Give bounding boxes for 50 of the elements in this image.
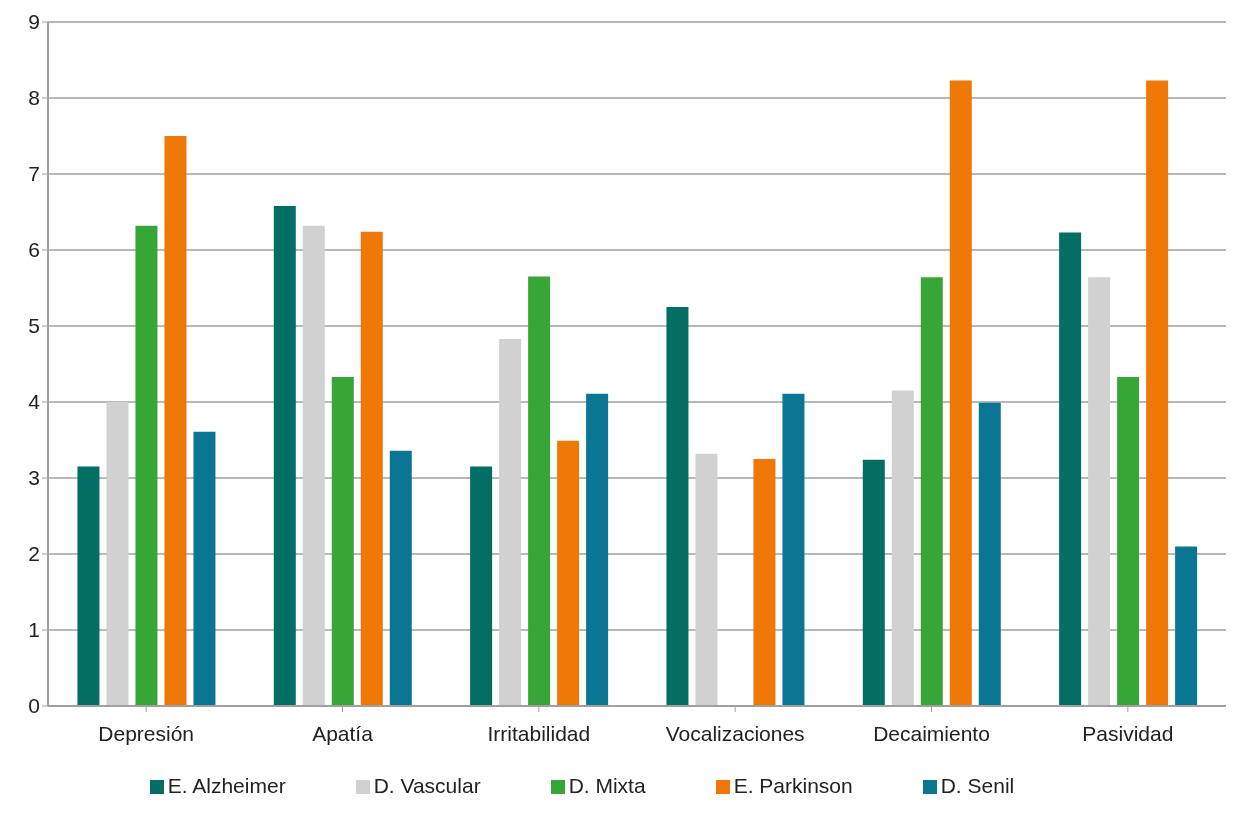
bar [470, 466, 493, 706]
x-tick-label: Irritabilidad [487, 721, 591, 745]
bar [499, 338, 522, 706]
legend-label: D. Mixta [568, 774, 646, 797]
bar [862, 459, 885, 706]
y-tick-label: 8 [28, 86, 40, 110]
bar [666, 307, 689, 706]
bar [164, 136, 187, 706]
x-tick-label: Vocalizaciones [665, 721, 805, 745]
bar [1059, 232, 1082, 706]
bar [528, 276, 551, 706]
bar [586, 393, 609, 706]
legend-label: E. Alzheimer [167, 774, 286, 797]
bar [978, 402, 1001, 706]
bar [753, 459, 776, 706]
x-tick-label: Decaimiento [873, 721, 990, 745]
bar [920, 277, 943, 706]
bar [1146, 80, 1169, 706]
bar [106, 402, 129, 706]
bar [193, 431, 216, 706]
bar [389, 450, 412, 706]
legend-label: E. Parkinson [733, 774, 853, 797]
y-tick-label: 3 [28, 466, 40, 490]
bar [557, 440, 580, 706]
bar [135, 225, 158, 706]
y-tick-label: 6 [28, 238, 40, 262]
y-tick-label: 0 [28, 694, 40, 718]
bar [1088, 277, 1111, 706]
bar [331, 376, 354, 706]
bar [782, 393, 805, 706]
y-tick-label: 4 [28, 390, 41, 414]
bar [891, 390, 914, 706]
bar [360, 231, 383, 706]
bar [273, 205, 296, 706]
x-tick-label: Apatía [312, 721, 374, 745]
y-tick-label: 9 [28, 10, 40, 34]
legend-label: D. Senil [940, 774, 1015, 797]
x-tick-label: Pasividad [1082, 721, 1174, 745]
bar [1175, 546, 1198, 706]
y-tick-label: 7 [28, 162, 40, 186]
y-tick-label: 1 [28, 618, 40, 642]
legend-label: D. Vascular [373, 774, 481, 797]
bar [302, 225, 325, 706]
bar [695, 453, 718, 706]
bar [1117, 376, 1140, 706]
y-tick-label: 5 [28, 314, 40, 338]
bar [77, 466, 100, 706]
x-tick-label: Depresión [98, 721, 195, 745]
bar [949, 80, 972, 706]
y-tick-label: 2 [28, 542, 40, 566]
